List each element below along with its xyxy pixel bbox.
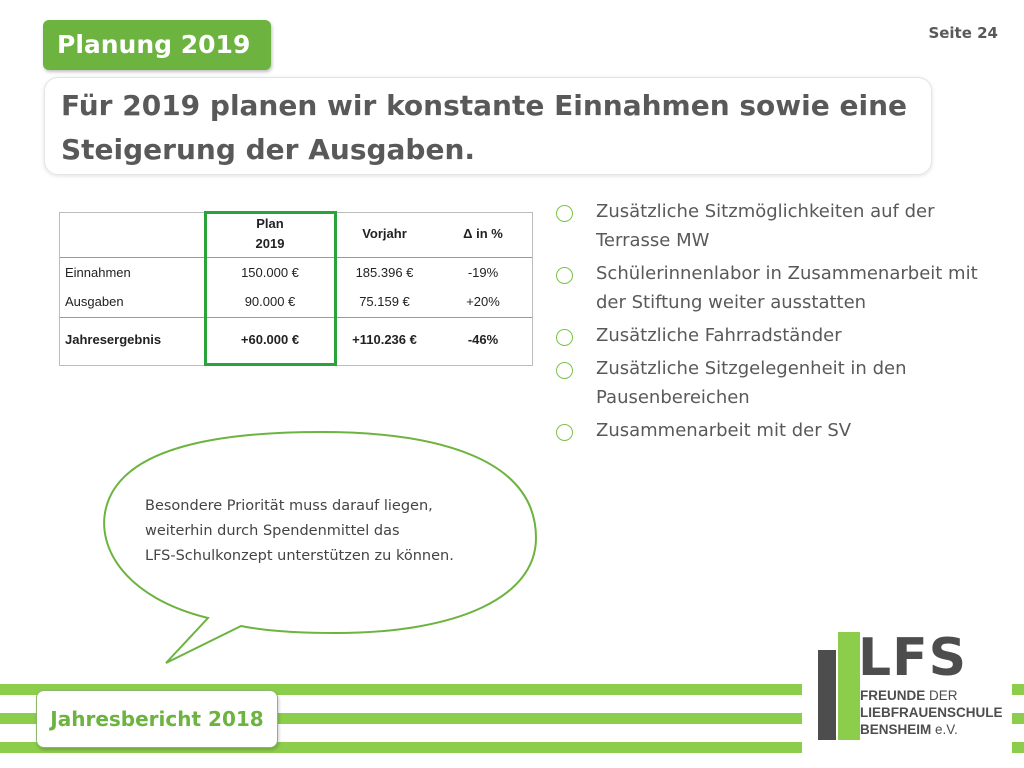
list-item: Zusätzliche Sitzmöglichkeiten auf der Te… (556, 197, 996, 255)
list-item-line-1: Zusätzliche Sitzgelegenheit in den (596, 358, 907, 379)
section-title: Planung 2019 (57, 30, 251, 59)
callout-text: Besondere Priorität muss darauf liegen, … (145, 494, 505, 569)
decorative-stripe (1012, 742, 1024, 753)
table-row: Einnahmen 150.000 € 185.396 € -19% (59, 257, 533, 287)
footer-report-label: Jahresbericht 2018 (36, 690, 278, 748)
logo-line-3-rest: e.V. (931, 722, 958, 737)
table-total-row: Jahresergebnis +60.000 € +110.236 € -46% (59, 316, 533, 361)
list-item-line-2: Terrasse MW (596, 230, 710, 251)
header-empty-cell (59, 212, 204, 258)
logo-text: FREUNDE DER LIEBFRAUENSCHULE BENSHEIM e.… (860, 687, 1003, 738)
decorative-stripe (0, 684, 802, 695)
plan-bullet-list: Zusätzliche Sitzmöglichkeiten auf der Te… (556, 197, 996, 449)
total-plan-value: +60.000 € (204, 316, 336, 361)
table-header-row: Plan 2019 Vorjahr Δ in % (59, 212, 533, 258)
logo-lettering: LFS (858, 628, 968, 688)
list-item-line-1: Schülerinnenlabor in Zusammenarbeit mit (596, 263, 978, 284)
row-label: Einnahmen (65, 264, 131, 280)
financial-table: Plan 2019 Vorjahr Δ in % Einnahmen 150.0… (59, 211, 533, 366)
callout-line-3: LFS-Schulkonzept unterstützen zu können. (145, 548, 454, 564)
row-plan-value: 90.000 € (244, 294, 296, 310)
speech-bubble-shape (103, 430, 538, 664)
row-previous-value: 185.396 € (355, 264, 414, 280)
row-plan-value: 150.000 € (241, 264, 299, 280)
header-delta: Δ in % (433, 212, 533, 258)
row-delta-value: -19% (467, 264, 499, 280)
page-number: Seite 24 (928, 24, 998, 42)
list-item-line-1: Zusätzliche Sitzmöglichkeiten auf der (596, 201, 935, 222)
circle-bullet-icon (556, 329, 573, 346)
header-plan-line-1: Plan (256, 216, 284, 232)
logo-line-2: LIEBFRAUENSCHULE (860, 705, 1003, 720)
decorative-stripe (0, 713, 802, 724)
logo-line-1-rest: DER (925, 688, 958, 703)
total-label: Jahresergebnis (59, 316, 204, 361)
header-previous-year: Vorjahr (336, 212, 433, 258)
decorative-stripe (1012, 713, 1024, 724)
decorative-stripe (1012, 684, 1024, 695)
list-item: Zusätzliche Sitzgelegenheit in den Pause… (556, 354, 996, 412)
section-title-tag: Planung 2019 (43, 20, 271, 70)
callout-line-1: Besondere Priorität muss darauf liegen, (145, 498, 433, 514)
circle-bullet-icon (556, 205, 573, 222)
decorative-stripe (0, 742, 802, 753)
total-delta-value: -46% (433, 316, 533, 361)
header-plan: Plan 2019 (204, 212, 336, 258)
circle-bullet-icon (556, 362, 573, 379)
callout-line-2: weiterhin durch Spendenmittel das (145, 523, 400, 539)
headline-line-1: Für 2019 planen wir konstante Einnahmen … (61, 89, 907, 122)
logo-line-1-bold: FREUNDE (860, 688, 926, 703)
headline-box: Für 2019 planen wir konstante Einnahmen … (44, 77, 932, 175)
list-item: Zusätzliche Fahrradständer (556, 321, 996, 350)
list-item-line-1: Zusammenarbeit mit der SV (596, 420, 852, 441)
row-previous-value: 75.159 € (359, 294, 410, 310)
logo-dark-bar (818, 650, 836, 740)
lfs-logo: LFS FREUNDE DER LIEBFRAUENSCHULE BENSHEI… (818, 628, 1008, 740)
logo-green-bar (838, 632, 860, 740)
circle-bullet-icon (556, 424, 573, 441)
circle-bullet-icon (556, 267, 573, 284)
list-item-line-2: der Stiftung weiter ausstatten (596, 292, 867, 313)
row-label: Ausgaben (65, 294, 124, 310)
headline-line-2: Steigerung der Ausgaben. (61, 133, 476, 166)
total-previous-value: +110.236 € (336, 316, 433, 361)
header-plan-line-2: 2019 (255, 236, 285, 252)
list-item-line-1: Zusätzliche Fahrradständer (596, 325, 842, 346)
table-row: Ausgaben 90.000 € 75.159 € +20% (59, 287, 533, 317)
list-item-line-2: Pausenbereichen (596, 387, 750, 408)
row-delta-value: +20% (466, 294, 500, 310)
list-item: Schülerinnenlabor in Zusammenarbeit mit … (556, 259, 996, 317)
logo-line-3-bold: BENSHEIM (860, 722, 932, 737)
list-item: Zusammenarbeit mit der SV (556, 416, 996, 445)
